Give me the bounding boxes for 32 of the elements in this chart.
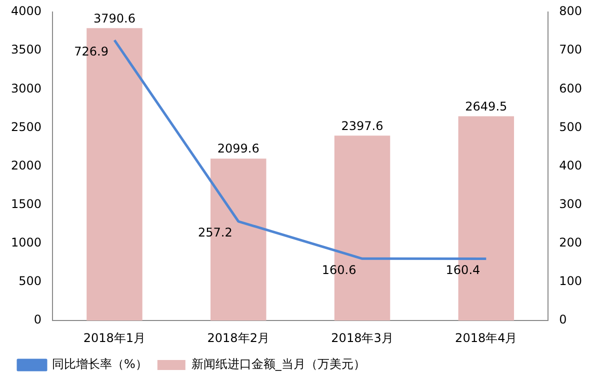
data-label: 2397.6 (341, 118, 384, 133)
y-tick-label: 3500 (10, 42, 42, 57)
y2-tick-label: 0 (559, 312, 567, 327)
y-tick-label: 3000 (10, 81, 42, 96)
data-label: 2649.5 (465, 99, 508, 114)
y2-tick-label: 200 (559, 236, 582, 250)
x-tick-label: 2018年2月 (207, 330, 270, 345)
y-tick-label: 500 (18, 274, 42, 288)
y-tick-label: 2000 (10, 158, 42, 172)
data-label: 257.2 (198, 226, 232, 240)
legend-label: 新闻纸进口金额_当月（万美元） (191, 357, 366, 372)
y2-tick-label: 400 (559, 158, 582, 172)
data-label: 726.9 (74, 44, 108, 58)
data-label: 2099.6 (217, 142, 260, 156)
data-label: 160.6 (322, 262, 356, 277)
y2-tick-label: 100 (559, 274, 582, 288)
y-tick-label: 2500 (10, 120, 42, 134)
y-tick-label: 4000 (10, 4, 42, 18)
data-label: 3790.6 (93, 11, 136, 26)
x-tick-label: 2018年4月 (455, 330, 518, 345)
data-label: 160.4 (446, 262, 480, 277)
y2-tick-label: 300 (559, 197, 582, 211)
y-tick-label: 1500 (10, 197, 42, 211)
y-tick-label: 0 (34, 312, 42, 327)
y2-tick-label: 800 (559, 4, 582, 18)
x-tick-label: 2018年1月 (83, 330, 146, 345)
legend-label: 同比增长率（%） (52, 357, 148, 372)
y-tick-label: 1000 (10, 236, 42, 250)
y2-tick-label: 600 (559, 81, 582, 96)
y2-tick-label: 700 (559, 42, 582, 57)
x-tick-label: 2018年3月 (331, 330, 394, 345)
y2-tick-label: 500 (559, 120, 582, 134)
